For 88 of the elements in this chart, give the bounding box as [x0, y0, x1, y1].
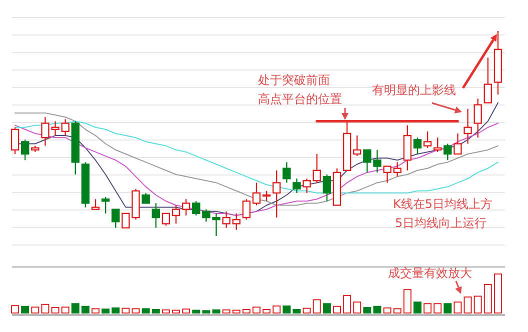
candlestick: [242, 198, 251, 220]
candlestick: [282, 162, 291, 184]
bar: [454, 302, 462, 314]
candlestick: [222, 210, 230, 228]
bar: [81, 306, 90, 314]
annotation: 高点平台的位置: [258, 92, 342, 106]
annotation: 5日均线向上运行: [395, 216, 487, 230]
bar: [192, 310, 200, 314]
bar: [262, 308, 271, 314]
bar: [242, 308, 250, 314]
bar: [484, 284, 492, 314]
bar: [292, 308, 301, 314]
candlestick: [192, 200, 200, 216]
bar: [322, 303, 331, 314]
bar: [212, 309, 220, 314]
bar: [252, 306, 260, 314]
annotation: K线在5日均线上方: [393, 197, 493, 211]
bar: [413, 302, 422, 314]
bar: [353, 302, 362, 314]
candlestick: [484, 57, 492, 104]
candlestick: [474, 98, 482, 138]
bar: [61, 306, 70, 314]
bar: [41, 304, 50, 314]
bar: [474, 296, 482, 314]
bar: [272, 305, 281, 314]
bar: [434, 303, 442, 314]
candlestick: [353, 134, 362, 157]
bar: [172, 310, 180, 314]
bar: [302, 308, 311, 314]
candlestick: [182, 198, 190, 216]
bar: [182, 308, 190, 314]
bar: [222, 309, 230, 314]
bar: [11, 305, 20, 314]
bar: [343, 294, 352, 314]
candlestick: [152, 202, 160, 228]
candlestick: [10, 126, 20, 155]
candlestick: [302, 178, 311, 194]
bar: [202, 310, 210, 314]
bar: [312, 299, 321, 314]
candlestick: [262, 190, 271, 202]
candlestick: [272, 170, 281, 218]
bar: [51, 307, 60, 314]
annotation: 成交量有效放大: [388, 266, 472, 280]
bar: [162, 309, 170, 314]
candlestick: [393, 162, 402, 178]
bar: [142, 308, 150, 314]
bar: [122, 308, 130, 314]
candlestick: [172, 204, 180, 224]
candlestick: [444, 143, 452, 161]
candlestick: [434, 137, 442, 153]
candlestick: [252, 182, 261, 206]
candlestick: [142, 192, 150, 204]
bar: [383, 307, 392, 314]
candlestick: [162, 212, 170, 226]
candlestick: [464, 108, 472, 144]
bar: [152, 308, 160, 314]
bar: [232, 310, 240, 314]
annotation: 有明显的上影线: [372, 83, 456, 97]
candlestick: [292, 178, 301, 194]
bar: [112, 307, 120, 314]
bar: [373, 306, 382, 314]
candlestick: [413, 137, 422, 155]
bar: [282, 305, 291, 314]
candlestick: [322, 174, 332, 202]
candlestick: [312, 153, 321, 184]
candlestick: [232, 212, 240, 230]
bar: [102, 308, 110, 314]
bar: [71, 303, 80, 314]
bar: [31, 306, 40, 314]
bar: [21, 306, 30, 314]
candlestick: [91, 198, 100, 210]
candlestick: [112, 208, 120, 228]
bar: [464, 296, 472, 314]
candlestick: [20, 139, 30, 161]
bar: [332, 306, 341, 314]
bar: [393, 308, 402, 314]
bar: [132, 308, 140, 314]
bar: [92, 308, 100, 314]
bar: [363, 307, 372, 314]
bar: [494, 274, 502, 314]
bar: [424, 303, 432, 314]
bar: [403, 289, 412, 314]
candlestick: [383, 166, 392, 184]
candlestick: [423, 130, 432, 148]
candlestick: [101, 196, 110, 214]
candlestick: [454, 132, 462, 155]
bar: [444, 303, 452, 314]
annotation: 处于突破前面: [258, 73, 330, 87]
